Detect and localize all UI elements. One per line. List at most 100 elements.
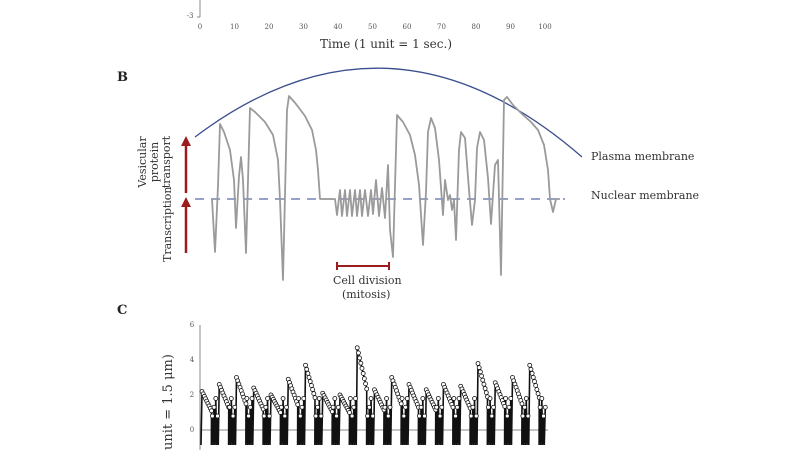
plasma-membrane-curve — [194, 67, 583, 158]
data-point — [280, 396, 286, 401]
data-point — [353, 396, 358, 401]
data-point — [227, 404, 233, 410]
data-point — [306, 374, 312, 380]
x-tick-label: 0 — [197, 23, 203, 31]
data-point — [228, 396, 234, 401]
data-point — [404, 396, 410, 401]
data-point — [454, 404, 460, 410]
data-point — [418, 404, 424, 410]
x-tick-label: 40 — [333, 23, 343, 31]
x-tick-label: 50 — [368, 23, 377, 31]
data-point — [476, 365, 482, 371]
data-point — [533, 383, 539, 388]
data-point — [261, 413, 267, 419]
data-point — [349, 413, 355, 419]
data-point — [209, 413, 215, 419]
x-axis-label: Time (1 unit = 1 sec.) — [320, 37, 452, 51]
data-point — [329, 409, 335, 415]
data-point — [385, 413, 391, 419]
data-point — [399, 396, 405, 401]
data-point — [401, 413, 407, 419]
data-point — [506, 404, 512, 410]
data-point — [334, 413, 339, 419]
cell-division-bar — [336, 262, 390, 270]
data-point — [473, 413, 479, 419]
y-tick-label: 6 — [189, 321, 195, 329]
data-point — [439, 404, 445, 410]
x-tick-label: 60 — [402, 23, 412, 31]
data-point — [351, 404, 357, 410]
data-point — [282, 413, 288, 419]
data-point — [503, 396, 509, 401]
data-point — [312, 395, 318, 401]
data-point — [475, 361, 481, 366]
panel-letter: B — [117, 70, 128, 85]
data-point — [534, 387, 540, 392]
data-point — [416, 413, 422, 419]
data-point — [542, 404, 548, 410]
data-point — [347, 396, 353, 401]
data-point — [481, 381, 487, 387]
x-tick-label: 70 — [437, 23, 446, 31]
data-point — [318, 413, 324, 419]
data-point — [530, 374, 536, 380]
mitosis-label: (mitosis) — [342, 288, 391, 301]
data-point — [480, 377, 486, 383]
data-point — [468, 413, 474, 419]
data-point — [316, 396, 322, 401]
data-point — [366, 404, 372, 410]
data-point — [310, 387, 316, 392]
data-point — [315, 404, 320, 410]
data-point — [384, 396, 389, 401]
x-tick-label: 20 — [264, 23, 274, 31]
data-point — [213, 396, 219, 401]
data-point — [301, 396, 307, 401]
data-point — [450, 404, 456, 410]
y-tick-label: 2 — [189, 391, 195, 399]
data-point — [539, 396, 545, 401]
data-point — [508, 396, 514, 401]
x-tick-label: 30 — [299, 23, 308, 31]
y-tick-label: 4 — [189, 356, 195, 364]
data-point — [504, 413, 510, 419]
data-point — [487, 396, 493, 401]
data-point — [243, 401, 249, 407]
data-point — [365, 413, 371, 419]
data-point — [266, 413, 272, 419]
data-point — [297, 413, 303, 419]
cell-division-label: Cell division — [333, 274, 402, 287]
data-point — [437, 413, 443, 419]
data-point — [361, 376, 367, 381]
data-point — [354, 345, 360, 351]
data-point — [529, 370, 535, 376]
data-point — [420, 396, 426, 401]
panel-b-diagram — [181, 67, 583, 281]
x-tick-label: 10 — [230, 23, 239, 31]
data-point — [211, 404, 217, 410]
data-point — [363, 381, 368, 387]
data-point — [520, 413, 526, 419]
data-point — [295, 402, 301, 408]
data-point — [519, 401, 525, 407]
data-point — [247, 404, 253, 410]
data-point — [296, 396, 302, 401]
data-point — [335, 404, 341, 410]
data-point — [491, 404, 496, 410]
data-point — [303, 362, 308, 368]
data-point — [532, 379, 537, 384]
data-point — [456, 396, 462, 401]
data-point — [479, 373, 484, 379]
data-point — [307, 379, 313, 384]
data-point — [330, 404, 336, 410]
data-point — [398, 401, 404, 407]
data-point — [537, 404, 543, 410]
data-point — [382, 404, 388, 410]
data-point — [535, 391, 541, 396]
data-point — [489, 413, 495, 419]
x-tick-label: 80 — [471, 23, 481, 31]
arrow-icon — [181, 136, 191, 253]
data-point — [453, 413, 458, 419]
data-point — [309, 383, 314, 388]
data-point — [232, 404, 238, 410]
